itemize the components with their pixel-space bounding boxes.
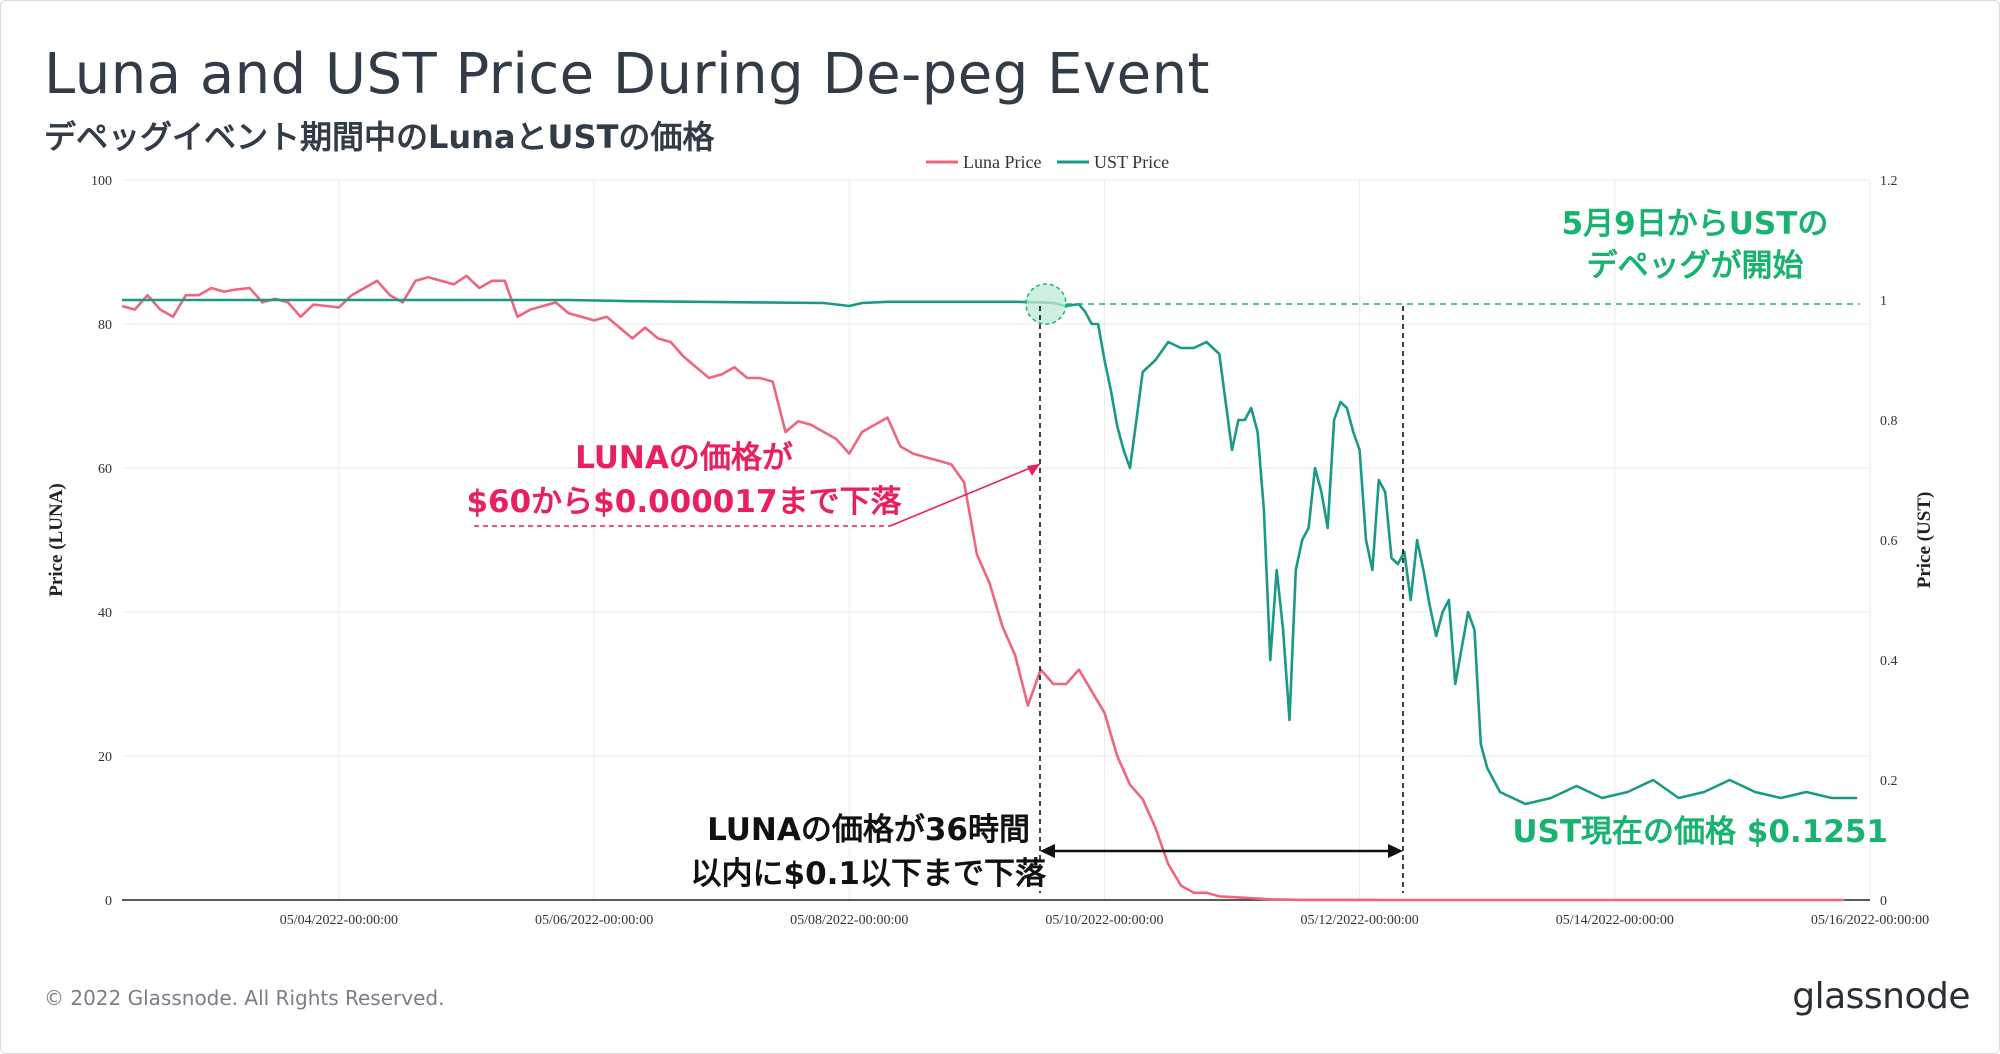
x-tick-label: 05/12/2022-00:00:00 <box>1301 913 1419 928</box>
y2-tick-label: 0.4 <box>1880 654 1898 669</box>
x-tick-label: 05/06/2022-00:00:00 <box>535 913 653 928</box>
luna-drop-annotation-line2: $60から$0.000017まで下落 <box>466 484 902 520</box>
copyright-footer: © 2022 Glassnode. All Rights Reserved. <box>44 986 445 1010</box>
x-tick-label: 05/14/2022-00:00:00 <box>1556 913 1674 928</box>
duration-annotation-line2: 以内に$0.1以下まで下落 <box>691 856 1047 892</box>
y2-tick-label: 0.8 <box>1880 414 1898 429</box>
y2-tick-label: 0 <box>1880 894 1887 909</box>
duration-arrow-left-head <box>1040 844 1055 858</box>
legend-label-luna: Luna Price <box>963 152 1041 172</box>
annotation-overlay: 5月9日からUSTの デペッグが開始 LUNAの価格が $60から$0.0000… <box>466 206 1888 893</box>
depeg-annotation-line2: デペッグが開始 <box>1587 248 1804 284</box>
chart-subtitle: デペッグイベント期間中のLunaとUSTの価格 <box>44 118 715 156</box>
luna-price-line <box>121 274 1845 902</box>
legend: Luna Price UST Price <box>926 152 1169 172</box>
y-axis-title: Price (LUNA) <box>46 483 67 596</box>
ust-price-line <box>122 298 1858 806</box>
duration-arrow-right-head <box>1388 844 1403 858</box>
luna-drop-annotation-line1: LUNAの価格が <box>575 440 793 476</box>
y2-tick-label: 1 <box>1880 294 1887 309</box>
duration-annotation-line1: LUNAの価格が36時間 <box>707 812 1030 848</box>
y-tick-label: 60 <box>98 462 112 477</box>
y-tick-label: 100 <box>91 174 112 189</box>
y2-tick-label: 1.2 <box>1880 174 1898 189</box>
chart-title: Luna and UST Price During De-peg Event <box>44 42 1211 107</box>
y2-axis-title: Price (UST) <box>1914 492 1935 589</box>
depeg-marker-circle <box>1025 283 1067 325</box>
legend-label-ust: UST Price <box>1094 152 1169 172</box>
y-tick-label: 20 <box>98 750 112 765</box>
y2-tick-label: 0.6 <box>1880 534 1898 549</box>
x-tick-label: 05/04/2022-00:00:00 <box>280 913 398 928</box>
y2-tick-label: 0.2 <box>1880 774 1898 789</box>
y-tick-label: 40 <box>98 606 112 621</box>
brand-logo-text: glassnode <box>1792 976 1970 1017</box>
ust-current-annotation: UST現在の価格 $0.1251 <box>1512 814 1888 850</box>
luna-drop-pointer-head <box>1027 464 1040 476</box>
y-tick-label: 80 <box>98 318 112 333</box>
x-tick-label: 05/10/2022-00:00:00 <box>1045 913 1163 928</box>
x-tick-label: 05/16/2022-00:00:00 <box>1811 913 1929 928</box>
series-lines <box>121 274 1858 902</box>
y-tick-label: 0 <box>105 894 112 909</box>
luna-drop-pointer <box>889 463 1041 527</box>
x-tick-label: 05/08/2022-00:00:00 <box>790 913 908 928</box>
depeg-annotation-line1: 5月9日からUSTの <box>1562 206 1829 242</box>
